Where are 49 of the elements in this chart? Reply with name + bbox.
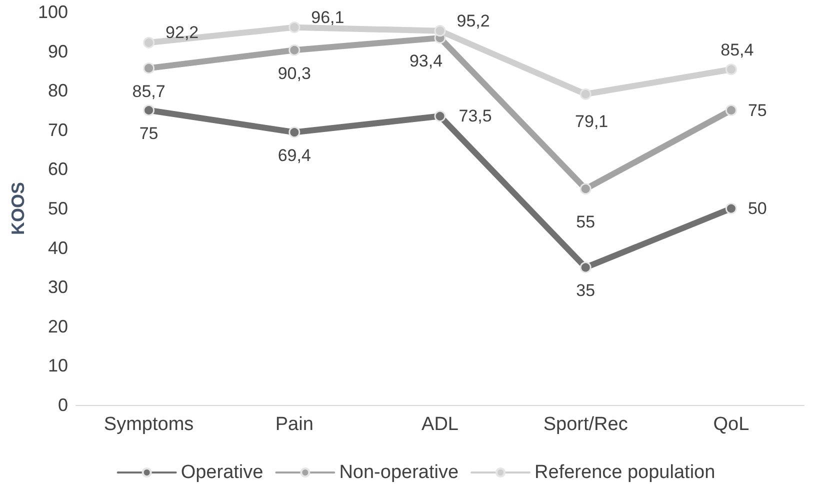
point bbox=[725, 64, 737, 76]
legend-label: Non-operative bbox=[339, 462, 459, 483]
point bbox=[434, 25, 446, 37]
data-label: 92,2 bbox=[166, 23, 199, 42]
point bbox=[434, 110, 446, 122]
data-label: 90,3 bbox=[278, 64, 311, 83]
data-label: 69,4 bbox=[278, 146, 311, 166]
point bbox=[580, 262, 592, 274]
y-tick-label: 0 bbox=[58, 395, 68, 415]
point bbox=[725, 104, 737, 116]
point bbox=[288, 44, 300, 56]
data-label: 85,7 bbox=[132, 82, 166, 101]
point bbox=[288, 126, 300, 138]
x-tick-label: Pain bbox=[275, 414, 314, 435]
y-axis-title: KOOS bbox=[8, 182, 28, 236]
data-label: 79,1 bbox=[575, 112, 608, 131]
data-label: 95,2 bbox=[456, 11, 490, 30]
data-label: 73,5 bbox=[458, 106, 492, 126]
data-label: 96,1 bbox=[311, 8, 344, 27]
data-label: 35 bbox=[576, 281, 596, 300]
x-tick-label: Sport/Rec bbox=[543, 414, 628, 435]
y-tick-label: 30 bbox=[48, 277, 68, 298]
data-label: 50 bbox=[748, 199, 767, 218]
legend-label: Operative bbox=[180, 462, 264, 483]
y-tick-label: 10 bbox=[48, 356, 68, 376]
point bbox=[288, 22, 300, 34]
y-tick-label: 70 bbox=[48, 120, 68, 140]
data-label: 85,4 bbox=[720, 40, 754, 60]
point bbox=[143, 62, 155, 74]
data-label: 75 bbox=[748, 100, 767, 120]
data-label: 75 bbox=[139, 124, 158, 143]
point bbox=[580, 183, 592, 195]
x-tick-label: QoL bbox=[713, 414, 750, 435]
data-label: 55 bbox=[576, 212, 596, 232]
legend-label: Reference population bbox=[534, 462, 716, 483]
y-tick-label: 40 bbox=[48, 238, 68, 258]
y-tick-label: 90 bbox=[48, 41, 68, 62]
y-tick-label: 60 bbox=[48, 159, 68, 180]
point bbox=[725, 202, 737, 214]
x-tick-label: ADL bbox=[422, 414, 458, 435]
y-tick-label: 50 bbox=[48, 198, 68, 218]
y-tick-label: 100 bbox=[38, 2, 68, 22]
y-tick-label: 80 bbox=[48, 80, 68, 101]
data-label: 93,4 bbox=[409, 52, 443, 71]
y-tick-label: 20 bbox=[48, 316, 68, 336]
point bbox=[143, 36, 155, 48]
x-tick-label: Symptoms bbox=[104, 414, 194, 435]
point bbox=[580, 88, 592, 100]
point bbox=[143, 104, 155, 116]
